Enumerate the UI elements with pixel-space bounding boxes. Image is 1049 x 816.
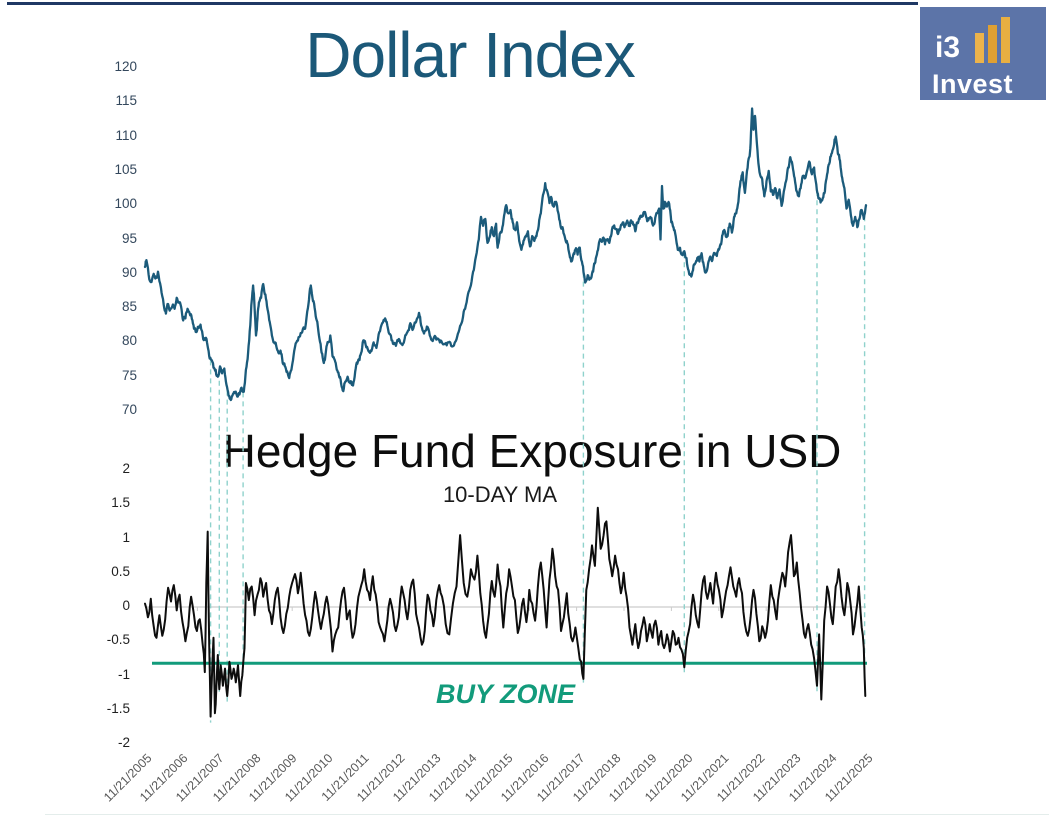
hedge-fund-exposure-title: Hedge Fund Exposure in USD [222,425,842,477]
y-tick-label-dollar-index: 85 [121,299,137,315]
hedge-fund-exposure-line [144,506,867,718]
y-tick-label-exposure: 0 [122,598,130,613]
y-tick-label-dollar-index: 95 [121,230,137,246]
logo-text-invest: Invest [932,69,1014,99]
buy-zone-label: BUY ZONE [436,679,576,709]
y-tick-label-dollar-index: 100 [114,196,137,212]
dollar-index-line [143,107,868,402]
y-tick-label-exposure: -0.5 [106,632,130,648]
y-tick-label-exposure: 1.5 [111,495,130,511]
y-tick-label-dollar-index: 75 [121,367,137,383]
bottom-border-rule [45,814,1049,815]
y-tick-label-dollar-index: 105 [114,161,137,177]
y-tick-label-dollar-index: 70 [121,402,137,417]
y-tick-label-dollar-index: 120 [114,59,137,74]
y-tick-label-exposure: -2 [117,735,130,750]
y-tick-label-dollar-index: 110 [115,127,137,143]
dollar-index-title: Dollar Index [305,19,636,91]
y-tick-label-exposure: -1.5 [106,700,130,716]
ma-subtitle: 10-DAY MA [442,482,558,507]
logo-text-i3: i3 [935,31,961,64]
y-tick-label-exposure: 2 [122,461,130,476]
y-tick-label-exposure: 0.5 [111,563,130,579]
y-tick-label-dollar-index: 80 [121,333,137,349]
bar-chart-icon [975,17,1011,63]
top-border-rule [7,2,918,5]
y-tick-label-dollar-index: 115 [115,93,137,109]
i3-invest-logo: i3 Invest [920,7,1046,100]
y-tick-label-exposure: -1 [117,666,130,682]
y-tick-label-exposure: 1 [122,529,130,545]
y-tick-label-dollar-index: 90 [121,264,137,280]
